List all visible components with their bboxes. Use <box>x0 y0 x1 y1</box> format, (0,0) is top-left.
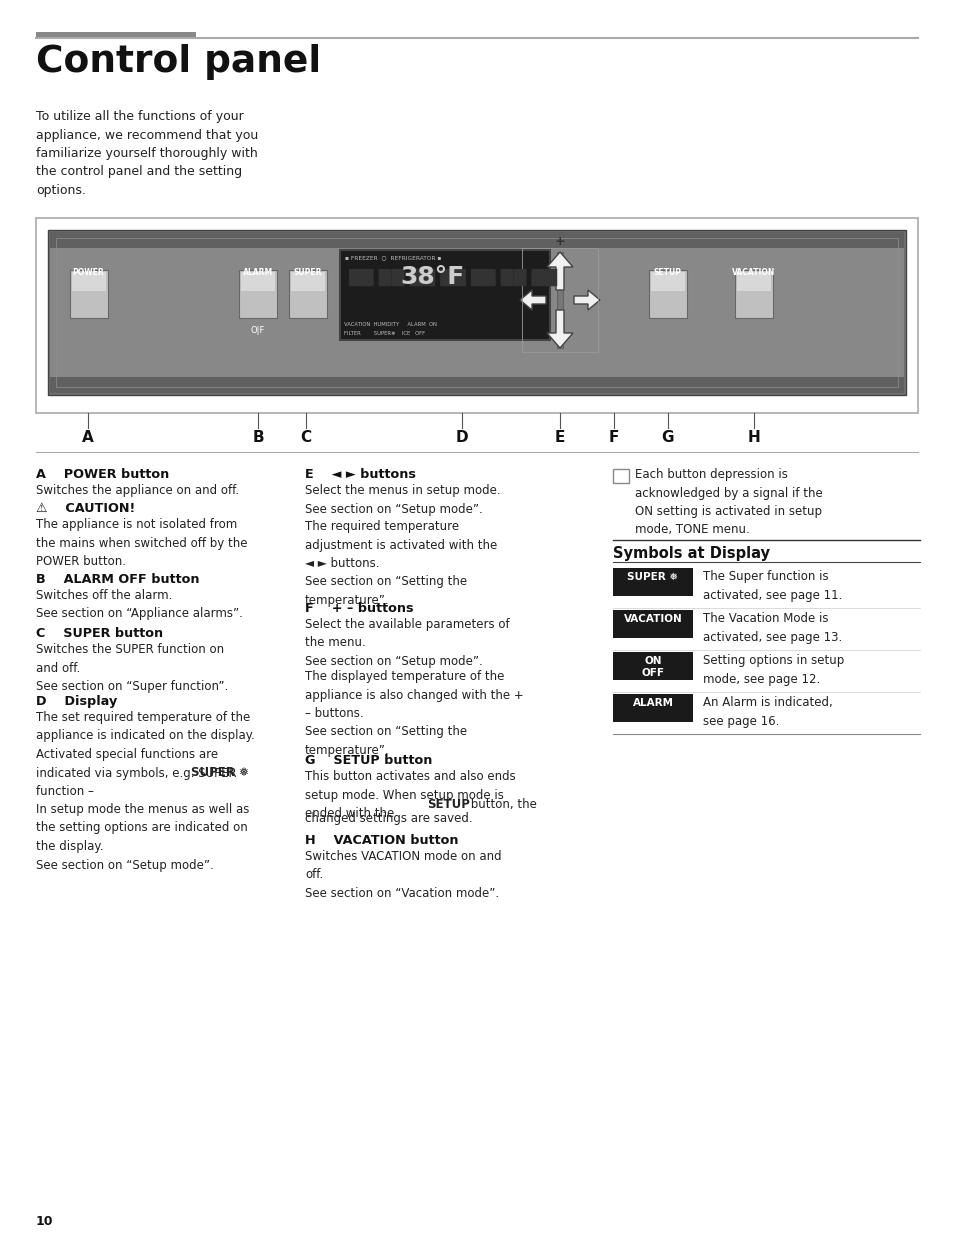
Bar <box>291 272 325 291</box>
Bar <box>48 230 905 395</box>
Bar <box>734 270 772 317</box>
FancyArrow shape <box>546 310 573 348</box>
Bar <box>50 248 903 377</box>
Text: H: H <box>747 430 760 445</box>
Text: +: + <box>554 235 565 248</box>
Text: E    ◄ ► buttons: E ◄ ► buttons <box>305 468 416 480</box>
Bar <box>557 252 562 348</box>
Text: VACATION: VACATION <box>732 268 775 277</box>
Text: ⚠    CAUTION!: ⚠ CAUTION! <box>36 501 135 515</box>
Text: Select the available parameters of
the menu.
See section on “Setup mode”.: Select the available parameters of the m… <box>305 618 509 668</box>
Text: C: C <box>300 430 312 445</box>
Text: The required temperature
adjustment is activated with the
◄ ► buttons.
See secti: The required temperature adjustment is a… <box>305 520 497 606</box>
Text: POWER: POWER <box>72 268 104 277</box>
Text: FILTER        SUPER❅    ICE   OFF: FILTER SUPER❅ ICE OFF <box>344 331 425 336</box>
Text: SETUP: SETUP <box>427 798 470 811</box>
FancyArrow shape <box>519 290 545 310</box>
Text: The Super function is
activated, see page 11.: The Super function is activated, see pag… <box>702 571 841 601</box>
Text: G: G <box>661 430 674 445</box>
Text: Each button depression is
acknowledged by a signal if the
ON setting is activate: Each button depression is acknowledged b… <box>635 468 821 536</box>
Text: SUPER ❅: SUPER ❅ <box>191 766 249 779</box>
Bar <box>737 272 770 291</box>
Bar <box>289 270 327 317</box>
Text: VACATION  HUMIDITY     ALARM  ON: VACATION HUMIDITY ALARM ON <box>344 322 436 327</box>
Text: In setup mode the menus as well as
the setting options are indicated on
the disp: In setup mode the menus as well as the s… <box>36 803 249 872</box>
Text: Switches VACATION mode on and
off.
See section on “Vacation mode”.: Switches VACATION mode on and off. See s… <box>305 850 501 900</box>
Text: F: F <box>608 430 618 445</box>
Bar <box>650 272 684 291</box>
Bar <box>613 469 628 483</box>
Text: Switches off the alarm.
See section on “Appliance alarms”.: Switches off the alarm. See section on “… <box>36 589 243 620</box>
Text: D    Display: D Display <box>36 695 117 708</box>
Text: ALARM: ALARM <box>632 698 673 708</box>
Bar <box>70 270 108 317</box>
Bar <box>648 270 686 317</box>
Text: Symbols at Display: Symbols at Display <box>613 546 769 561</box>
Text: SUPER: SUPER <box>294 268 322 277</box>
Text: changed settings are saved.: changed settings are saved. <box>305 811 472 825</box>
Text: D: D <box>456 430 468 445</box>
Bar <box>50 232 903 248</box>
Text: The Vacation Mode is
activated, see page 13.: The Vacation Mode is activated, see page… <box>702 613 841 643</box>
Bar <box>50 377 903 393</box>
Text: ON
OFF: ON OFF <box>640 656 664 678</box>
Text: 10: 10 <box>36 1215 53 1228</box>
Text: button, the: button, the <box>467 798 537 811</box>
Text: This button activates and also ends
setup mode. When setup mode is
ended with th: This button activates and also ends setu… <box>305 769 516 820</box>
Text: Select the menus in setup mode.
See section on “Setup mode”.: Select the menus in setup mode. See sect… <box>305 484 500 515</box>
Bar <box>56 238 897 387</box>
Bar <box>71 272 106 291</box>
Text: SETUP: SETUP <box>654 268 681 277</box>
Text: B    ALARM OFF button: B ALARM OFF button <box>36 573 199 585</box>
Bar <box>339 249 550 340</box>
FancyArrow shape <box>574 290 599 310</box>
Text: H    VACATION button: H VACATION button <box>305 834 458 847</box>
Text: The displayed temperature of the
appliance is also changed with the +
– buttons.: The displayed temperature of the applian… <box>305 671 523 757</box>
Text: C    SUPER button: C SUPER button <box>36 627 163 640</box>
Text: ▪ FREEZER  ○  REFRIGERATOR ▪: ▪ FREEZER ○ REFRIGERATOR ▪ <box>345 254 441 261</box>
Text: ██ ██ ██ ██: ██ ██ ██ ██ <box>348 268 465 287</box>
Text: The set required temperature of the
appliance is indicated on the display.
Activ: The set required temperature of the appl… <box>36 711 254 798</box>
FancyArrow shape <box>546 252 573 290</box>
Text: Switches the appliance on and off.: Switches the appliance on and off. <box>36 484 239 496</box>
Text: An Alarm is indicated,
see page 16.: An Alarm is indicated, see page 16. <box>702 697 832 727</box>
Text: O|F: O|F <box>251 326 265 335</box>
Text: ██ ██ ██: ██ ██ ██ <box>470 268 557 287</box>
Text: Control panel: Control panel <box>36 44 321 80</box>
Bar <box>241 272 274 291</box>
Text: B: B <box>252 430 264 445</box>
Bar <box>613 568 692 597</box>
Text: 38°F: 38°F <box>399 266 464 289</box>
Text: E: E <box>555 430 564 445</box>
Text: A: A <box>82 430 93 445</box>
Bar <box>521 248 598 352</box>
Text: Switches the SUPER function on
and off.
See section on “Super function”.: Switches the SUPER function on and off. … <box>36 643 228 693</box>
Text: A    POWER button: A POWER button <box>36 468 169 480</box>
Text: F    + – buttons: F + – buttons <box>305 601 413 615</box>
Text: VACATION: VACATION <box>623 614 681 624</box>
Text: To utilize all the functions of your
appliance, we recommend that you
familiariz: To utilize all the functions of your app… <box>36 110 258 198</box>
Bar <box>613 610 692 638</box>
Bar <box>36 32 195 38</box>
Bar <box>36 219 917 412</box>
Bar <box>239 270 276 317</box>
Text: The appliance is not isolated from
the mains when switched off by the
POWER butt: The appliance is not isolated from the m… <box>36 517 247 568</box>
Text: Setting options in setup
mode, see page 12.: Setting options in setup mode, see page … <box>702 655 843 685</box>
Text: SUPER ❅: SUPER ❅ <box>627 572 678 582</box>
Text: G    SETUP button: G SETUP button <box>305 755 432 767</box>
Bar <box>613 694 692 722</box>
Text: ALARM: ALARM <box>243 268 273 277</box>
Bar <box>613 652 692 680</box>
